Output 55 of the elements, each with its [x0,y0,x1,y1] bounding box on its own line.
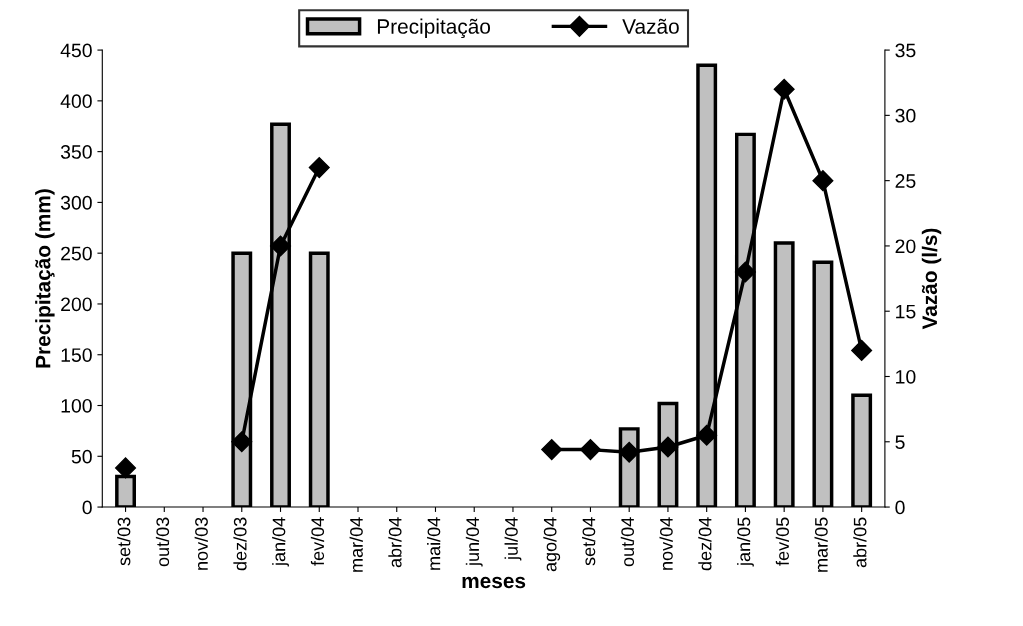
legend-label: Precipitação [377,18,491,39]
x-tick-label: mar/05 [814,517,828,572]
y2-tick-label: 10 [896,369,916,384]
x-tick-label: fev/04 [310,517,325,566]
y2-tick-label: 5 [895,435,905,450]
x-tick-label: jun/04 [465,517,483,567]
x-tick-label: abr/05 [853,517,867,568]
y-tick-label: 200 [61,297,92,312]
y2-axis-title: Vazão (l/s) [921,228,942,330]
y-tick-label: 450 [60,43,92,58]
x-axis-title: meses [462,576,526,589]
x-tick-label: ago/04 [543,517,561,572]
point [851,339,873,361]
x-tick-label: jan/04 [272,517,289,567]
point [696,424,718,446]
x-tick-label: abr/04 [388,517,402,568]
y-tick-label: 100 [61,398,92,413]
x-tick-label: nov/04 [659,517,673,570]
y2-tick-label: 15 [896,304,916,319]
x-tick-label: jul/04 [504,517,522,561]
point [308,157,330,179]
x-tick-label: dez/03 [233,517,247,571]
y-tick-label: 300 [60,195,92,210]
y-tick-label: 250 [61,246,92,261]
point [269,235,292,257]
x-tick-label: mai/04 [427,517,441,570]
point [541,439,563,461]
point [734,261,756,283]
legend-label: Vazão [622,18,679,34]
point [115,457,137,479]
y2-tick-label: 20 [895,239,916,254]
point [231,431,253,453]
y2-tick-label: 25 [895,174,916,188]
y-tick-label: 50 [71,449,92,464]
x-tick-label: nov/03 [194,517,208,570]
x-tick-label: set/04 [582,517,596,566]
x-tick-label: mar/04 [349,517,363,572]
point [773,78,795,100]
y-tick-label: 150 [61,348,92,362]
x-tick-label: dez/04 [698,517,712,571]
x-tick-label: out/04 [620,517,635,567]
y2-tick-label: 0 [895,500,905,515]
y-axis-title: Precipitação (mm) [35,189,55,368]
x-tick-label: out/03 [155,517,170,567]
point [657,436,679,458]
y2-tick-label: 30 [895,108,916,123]
y-tick-label: 400 [60,94,92,109]
x-tick-label: set/03 [117,517,131,566]
x-tick-label: jan/05 [737,517,754,567]
point [579,439,601,461]
y-tick-label: 350 [60,145,92,159]
y2-tick-label: 35 [895,43,916,58]
x-tick-label: fev/05 [775,517,790,566]
y-tick-label: 0 [82,500,92,515]
point [812,170,834,192]
